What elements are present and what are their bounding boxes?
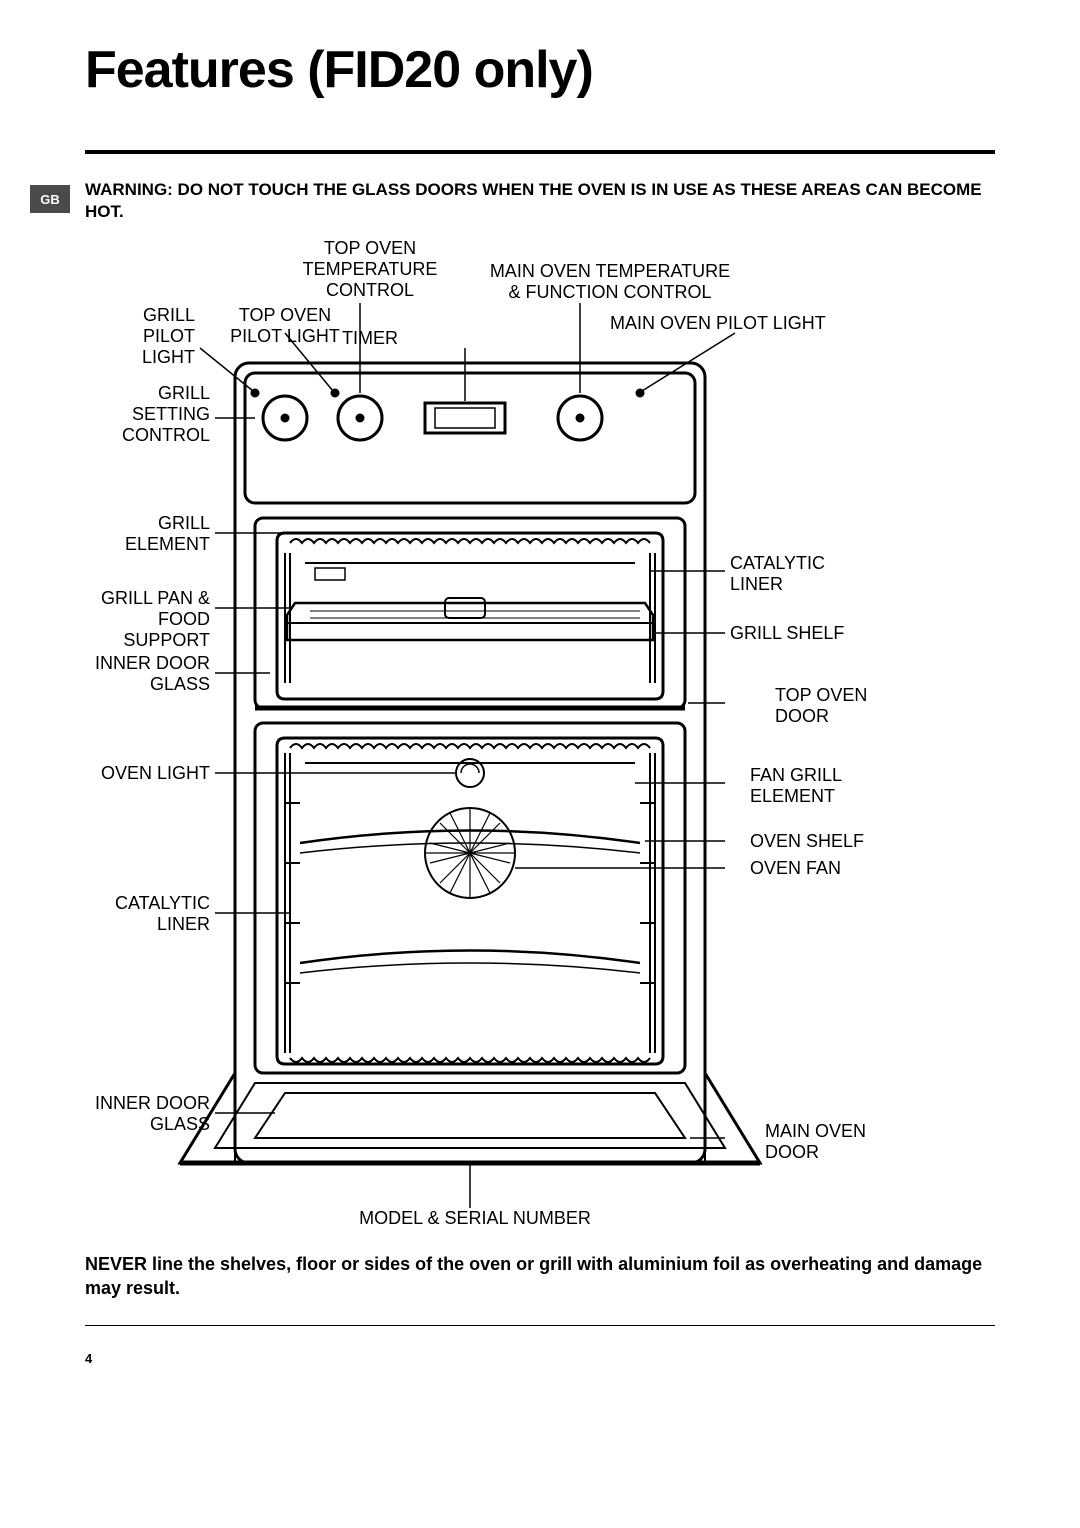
- divider-thin: [85, 1325, 995, 1326]
- label-grill-pilot: GRILLPILOTLIGHT: [115, 305, 195, 367]
- label-oven-shelf: OVEN SHELF: [750, 831, 880, 852]
- label-grill-pan: GRILL PAN &FOOD SUPPORT: [75, 588, 210, 650]
- label-timer: TIMER: [340, 328, 400, 349]
- label-grill-element: GRILLELEMENT: [90, 513, 210, 554]
- label-fan-grill-element: FAN GRILLELEMENT: [750, 765, 870, 806]
- label-main-oven-temp: MAIN OVEN TEMPERATURE& FUNCTION CONTROL: [480, 261, 740, 302]
- label-grill-shelf: GRILL SHELF: [730, 623, 860, 644]
- page-number: 4: [85, 1351, 995, 1366]
- gb-badge: GB: [30, 185, 70, 213]
- label-inner-door-glass-1: INNER DOORGLASS: [75, 653, 210, 694]
- warning-top: WARNING: DO NOT TOUCH THE GLASS DOORS WH…: [85, 179, 995, 223]
- label-oven-light: OVEN LIGHT: [75, 763, 210, 784]
- label-top-oven-pilot: TOP OVENPILOT LIGHT: [225, 305, 345, 346]
- label-model-serial: MODEL & SERIAL NUMBER: [340, 1208, 610, 1229]
- page-title: Features (FID20 only): [85, 40, 995, 100]
- label-oven-fan: OVEN FAN: [750, 858, 870, 879]
- oven-svg: [85, 243, 995, 1243]
- label-top-oven-door: TOP OVENDOOR: [775, 685, 895, 726]
- label-top-oven-temp: TOP OVENTEMPERATURECONTROL: [290, 238, 450, 300]
- label-main-oven-pilot: MAIN OVEN PILOT LIGHT: [610, 313, 860, 334]
- label-grill-setting: GRILLSETTINGCONTROL: [80, 383, 210, 445]
- label-catalytic-liner-r: CATALYTICLINER: [730, 553, 850, 594]
- label-main-oven-door: MAIN OVENDOOR: [765, 1121, 895, 1162]
- label-inner-door-glass-2: INNER DOORGLASS: [75, 1093, 210, 1134]
- label-catalytic-liner-l: CATALYTICLINER: [75, 893, 210, 934]
- oven-diagram: TOP OVENTEMPERATURECONTROL MAIN OVEN TEM…: [85, 243, 995, 1243]
- warning-bottom: NEVER line the shelves, floor or sides o…: [85, 1253, 995, 1300]
- divider-thick: [85, 150, 995, 154]
